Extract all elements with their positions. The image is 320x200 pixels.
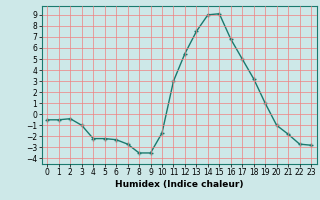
X-axis label: Humidex (Indice chaleur): Humidex (Indice chaleur) [115,180,244,189]
